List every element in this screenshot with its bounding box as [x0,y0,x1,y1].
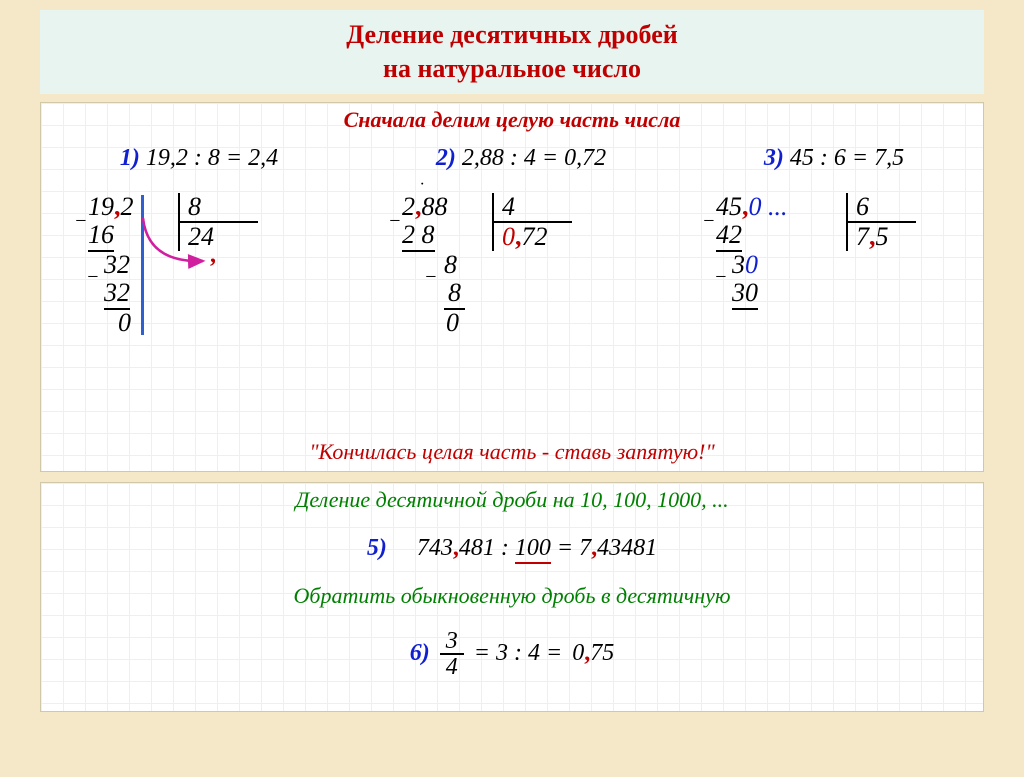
fraction-den: 4 [440,655,464,679]
equals-icon: = [557,535,579,561]
ex5-lhs-int: 743 [417,535,453,561]
expr-2: 2) 2,88 : 4 = 0,72 [436,145,606,172]
expr-2-text: 2,88 : 4 = 0,72 [462,145,606,171]
expr-3-num: 3) [764,145,784,171]
colon-icon: : [501,535,515,561]
ld1-divisor: 8 [188,193,201,221]
ld3-dividend: 45,0 ... [716,193,788,221]
expr-1-text: 19,2 : 8 = 2,4 [146,145,278,171]
ld3-quotient: 7,5 [856,223,889,251]
ld1-step1: 16 [88,221,114,252]
ld1-q-int: 2 [188,222,201,251]
ex6-result: 0,75 [572,640,614,667]
ld1-dividend-int: 19 [88,192,114,221]
ld2-rem: 0 [446,309,459,337]
ex6-row: 6) 3 4 = 3 : 4 = 0,75 [41,629,983,679]
ld2-dividend-frac: 88 [422,192,448,221]
ld3-divisor: 6 [856,193,869,221]
ex6-res-frac: 75 [590,640,614,666]
ld3-step2b: 30 [732,279,758,310]
rule-comma: "Кончилась целая часть - ставь запятую!" [41,439,983,465]
ex6-mid: = 3 : 4 = [474,640,562,667]
minus-icon: − [714,263,728,291]
panel-2: Деление десятичной дроби на 10, 100, 100… [40,482,984,712]
ld2-step2b-val: 8 [444,279,465,310]
expression-row: 1) 19,2 : 8 = 2,4 2) 2,88 : 4 = 0,72 3) … [41,145,983,172]
panel-1: Сначала делим целую часть числа 1) 19,2 … [40,102,984,472]
ld1-rem: 0 [118,309,131,337]
ex6-res-int: 0 [572,640,584,666]
ld1-step2b-val: 32 [104,279,130,310]
minus-icon: − [388,207,402,235]
title-line-1: Деление десятичных дробей [60,18,964,52]
longdiv-area: − 19,2 8 24 , 16 − 32 32 0 · − 2,88 [41,193,983,413]
ld2-q-frac: 72 [522,222,548,251]
ld3-step1: 42 [716,221,742,252]
longdiv-1: − 19,2 8 24 , 16 − 32 32 0 [68,193,328,413]
minus-icon: − [424,263,438,291]
ex5-row: 5) 743,481 : 100 = 7,43481 [41,535,983,562]
title-box: Деление десятичных дробей на натуральное… [40,10,984,94]
ld1-step2b: 32 [104,279,130,310]
ex5-rhs-int: 7 [579,535,591,561]
expr-1-num: 1) [120,145,140,171]
minus-icon: − [86,263,100,291]
ld2-quotient: 0,72 [502,223,548,251]
expr-1: 1) 19,2 : 8 = 2,4 [120,145,278,172]
ld2-step2b: 8 [444,279,465,310]
ld1-dividend: 19,2 [88,193,134,221]
ld3-step2b-val: 30 [732,279,758,310]
fraction-num: 3 [440,629,464,655]
ld1-step2a: 32 [104,251,130,279]
longdiv-3: − 45,0 ... 6 7,5 42 − 30 30 [696,193,956,413]
ld2-step1: 2 8 [402,221,435,252]
ld2-dividend-int: 2 [402,192,415,221]
expr-2-num: 2) [436,145,456,171]
comma-icon: , [210,241,216,269]
ld2-q-int: 0 [502,222,515,251]
minus-icon: − [702,207,716,235]
ld2-dividend: 2,88 [402,193,448,221]
ld3-dividend-frac: 0 ... [749,192,788,221]
expr-3-text: 45 : 6 = 7,5 [790,145,904,171]
ex6-num: 6) [410,640,430,667]
ld3-q-frac: 5 [876,222,889,251]
ld2-step1-val: 2 8 [402,221,435,252]
ld1-step1-val: 16 [88,221,114,252]
ex5-lhs-frac: 481 [459,535,495,561]
instruction-1: Сначала делим целую часть числа [41,103,983,133]
expr-3: 3) 45 : 6 = 7,5 [764,145,904,172]
ld2-divisor: 4 [502,193,515,221]
title-line-2: на натуральное число [60,52,964,86]
green-title-1: Деление десятичной дроби на 10, 100, 100… [41,483,983,513]
green-title-2: Обратить обыкновенную дробь в десятичную [41,583,983,609]
ld3-step1-val: 42 [716,221,742,252]
ld2-step2a: 8 [444,251,457,279]
ex5-num: 5) [367,535,387,561]
ld1-dividend-frac: 2 [121,192,134,221]
ld3-step2a: 30 [732,251,758,279]
longdiv-2: · − 2,88 4 0,72 2 8 − 8 8 0 [382,193,642,413]
ex5-div: 100 [515,535,551,564]
fraction: 3 4 [440,629,464,679]
ld3-dividend-int: 45 [716,192,742,221]
ld3-q-int: 7 [856,222,869,251]
ex5-rhs-frac: 43481 [597,535,657,561]
minus-icon: − [74,207,88,235]
